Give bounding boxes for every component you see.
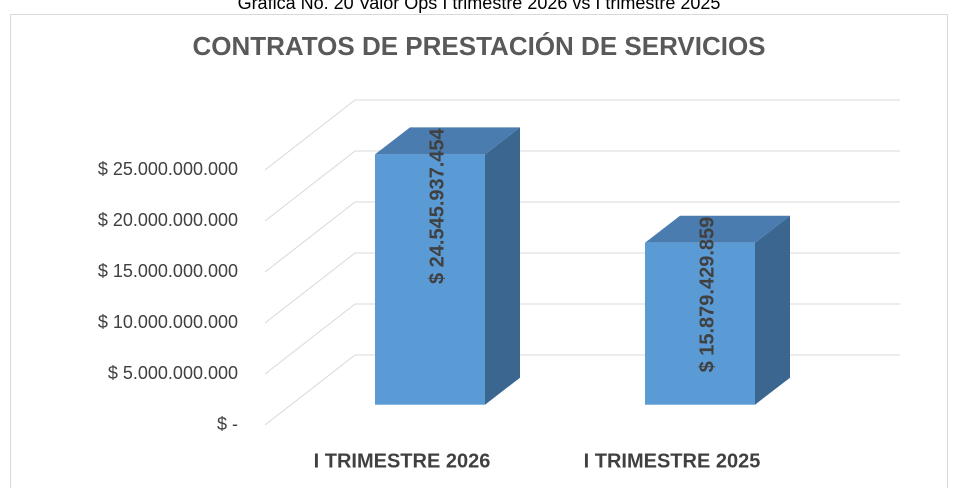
bar: [375, 154, 485, 405]
grid-line: [264, 150, 356, 222]
bar-side: [485, 127, 520, 405]
grid-line: [264, 99, 356, 171]
x-tick-label: I TRIMESTRE 2026: [314, 450, 491, 472]
bar-top: [375, 127, 520, 155]
grid-line: [264, 303, 356, 375]
x-tick-label: I TRIMESTRE 2025: [584, 450, 761, 472]
y-tick-label: $ 25.000.000.000: [98, 159, 238, 179]
caption: Gráfica No. 20 Valor Ops I trimestre 202…: [238, 0, 721, 13]
grid-line: [264, 201, 356, 273]
bar-side: [755, 215, 790, 405]
value-label: $ 15.879.429.859: [696, 217, 718, 373]
bar: [645, 242, 755, 405]
value-label: $ 24.545.937.454: [426, 127, 448, 284]
y-tick-label: $ 15.000.000.000: [98, 261, 238, 281]
grid-line: [264, 354, 356, 426]
bar-top: [645, 215, 790, 243]
chart-title: CONTRATOS DE PRESTACIÓN DE SERVICIOS: [192, 31, 765, 61]
y-tick-label: $ 20.000.000.000: [98, 210, 238, 230]
y-tick-label: $ 5.000.000.000: [108, 363, 238, 383]
y-tick-label: $ -: [217, 414, 238, 434]
grid-line: [264, 252, 356, 324]
y-tick-label: $ 10.000.000.000: [98, 312, 238, 332]
